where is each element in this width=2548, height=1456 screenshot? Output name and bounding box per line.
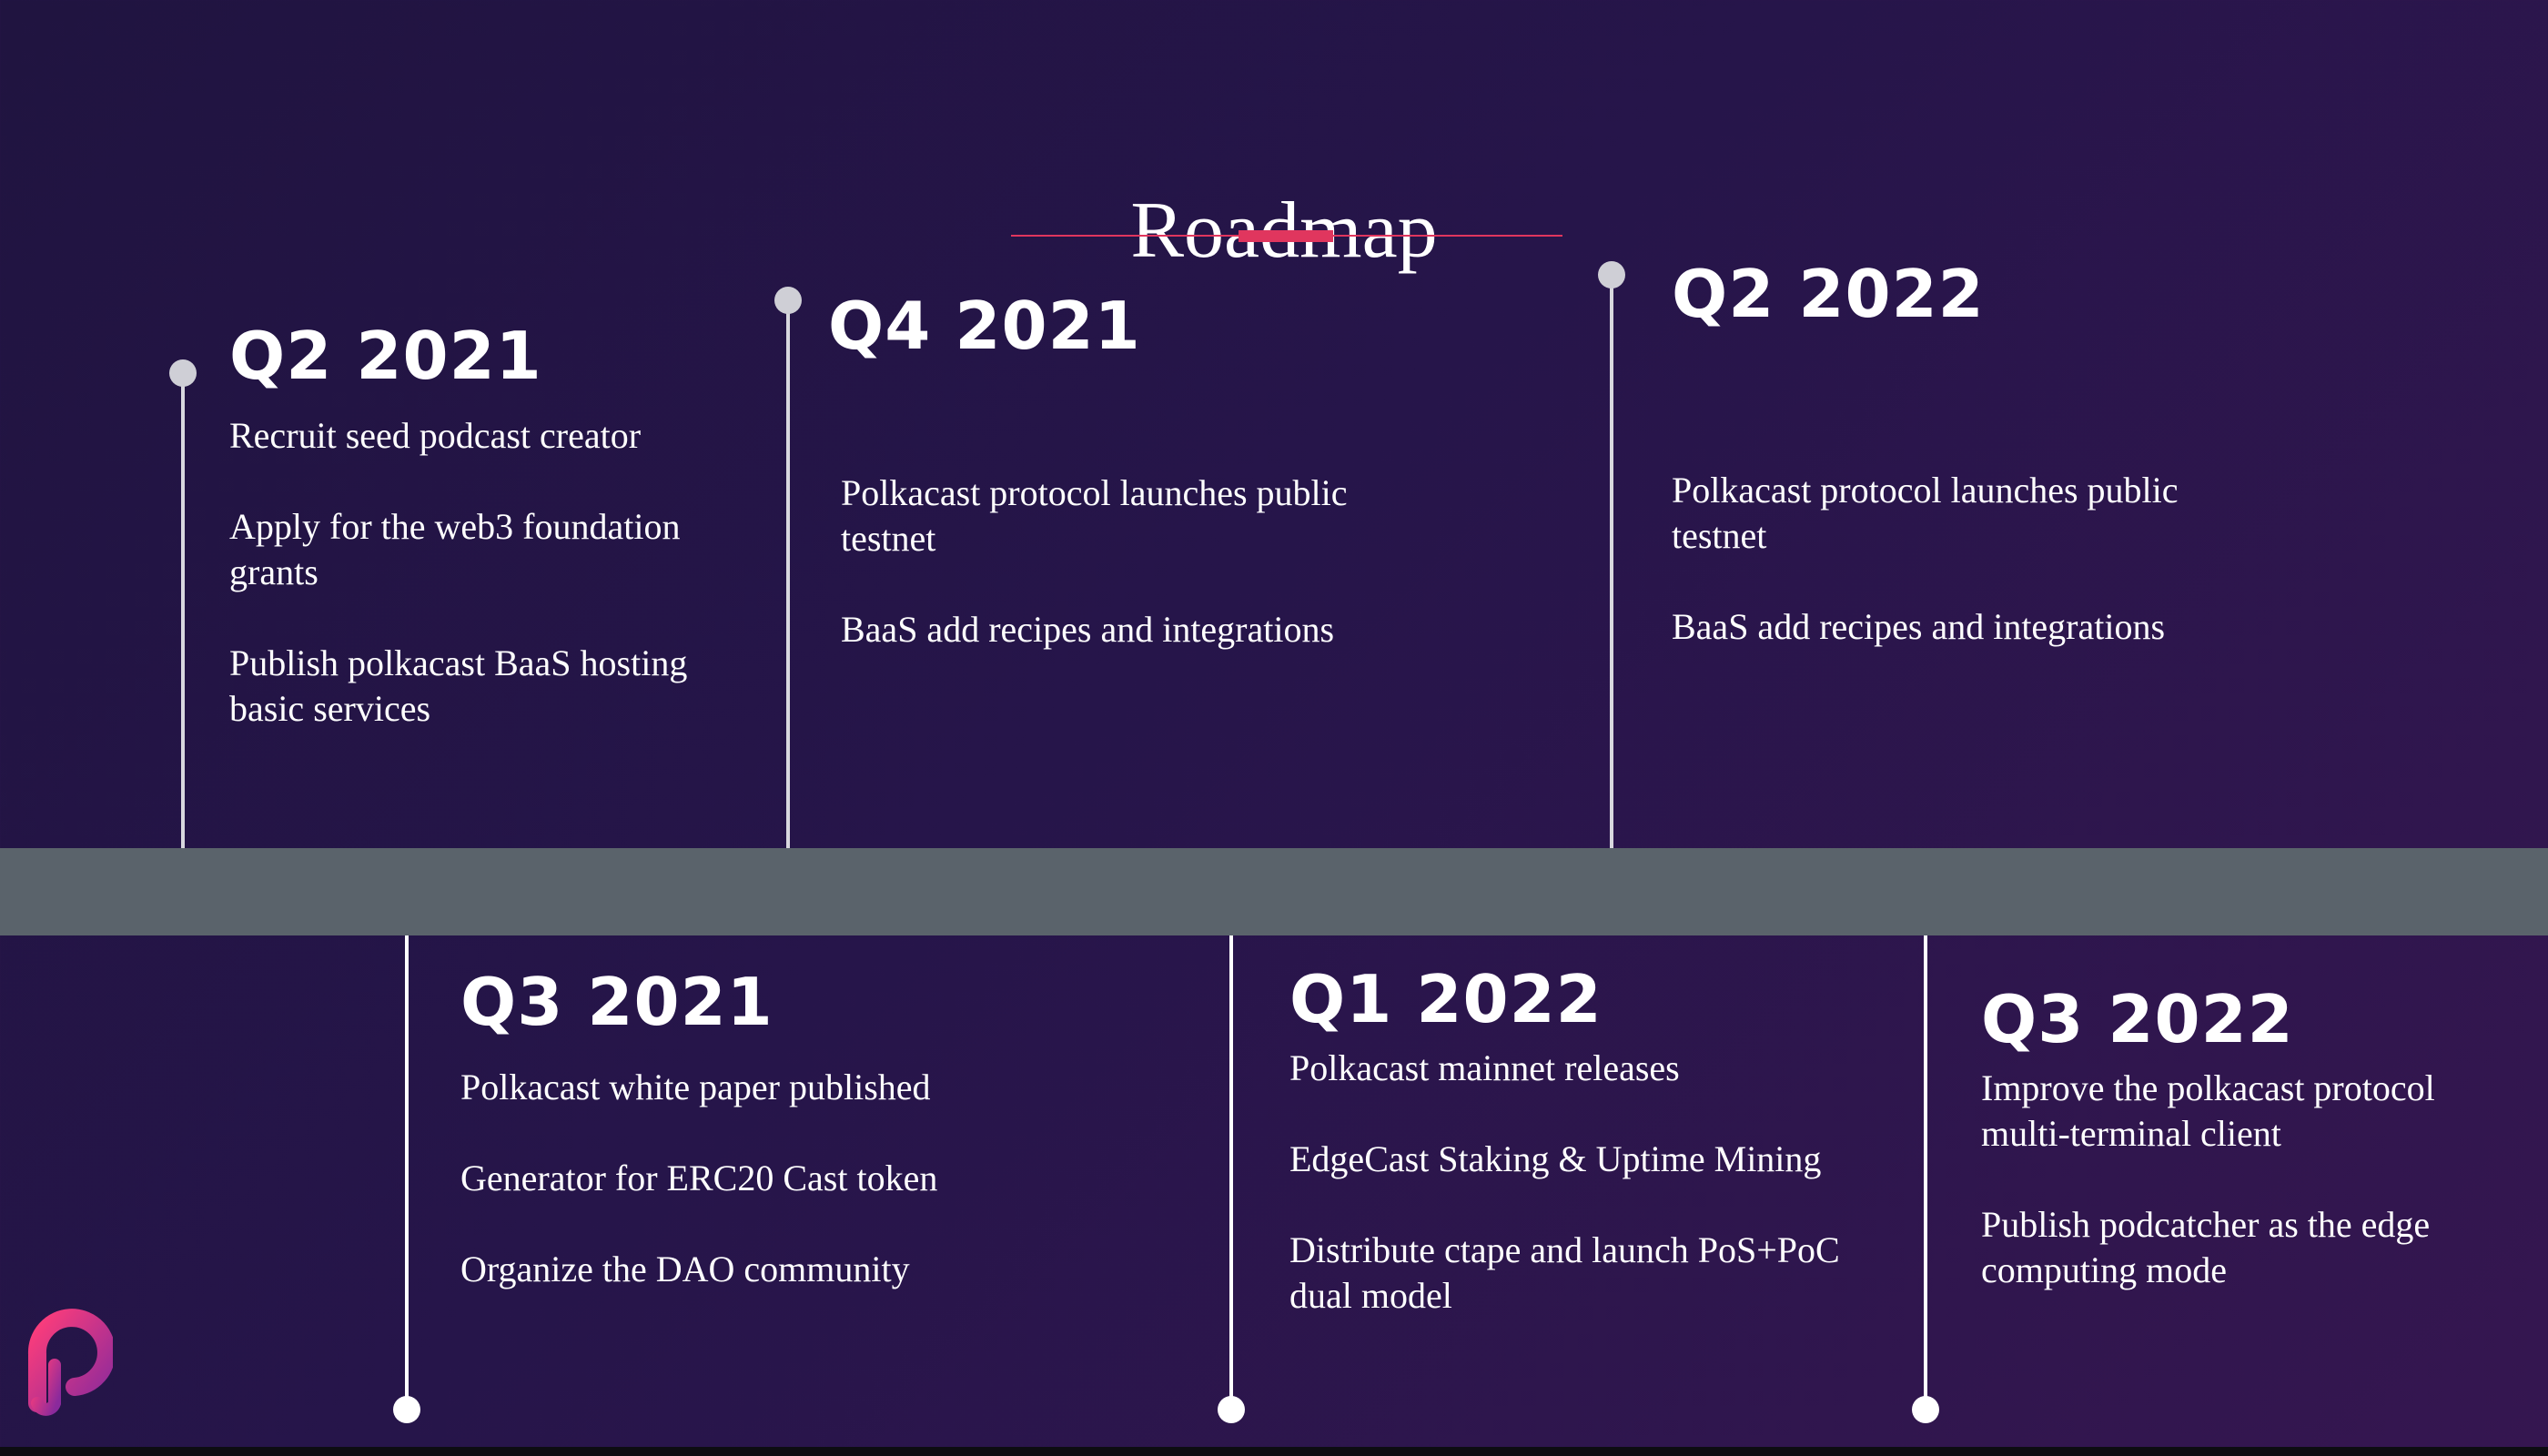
timeline-band: [0, 848, 2548, 935]
title-accent-bar: [1239, 230, 1333, 242]
milestone-card-q3-2022: Q3 2022 Improve the polkacast protocol m…: [1981, 980, 2527, 1293]
milestone-item: BaaS add recipes and integrations: [1672, 606, 2166, 647]
milestone-stem-q2-2021: [181, 373, 185, 848]
milestone-item: Recruit seed podcast creator: [229, 415, 642, 456]
milestone-stem-q1-2022: [1229, 935, 1233, 1409]
milestone-item: Polkacast protocol launches public testn…: [1672, 470, 2179, 556]
milestone-quarter: Q3 2021: [460, 964, 774, 1040]
milestone-item: EdgeCast Staking & Uptime Mining: [1289, 1138, 1822, 1179]
milestone-card-q2-2022: Q2 2022 Polkacast protocol launches publ…: [1672, 255, 2254, 650]
polkacast-logo-icon: [11, 1301, 116, 1416]
milestone-node-q3-2021: [393, 1396, 420, 1423]
milestone-item: Distribute ctape and launch PoS+PoC dual…: [1289, 1229, 1840, 1316]
milestone-stem-q2-2022: [1610, 275, 1613, 848]
milestone-item: Improve the polkacast protocol multi-ter…: [1981, 1067, 2435, 1154]
milestone-stem-q3-2021: [405, 935, 409, 1409]
milestone-quarter: Q1 2022: [1289, 961, 1603, 1037]
milestone-card-q4-2021: Q4 2021 Polkacast protocol launches publ…: [828, 287, 1410, 652]
milestone-node-q2-2022: [1598, 261, 1625, 288]
milestone-item: Apply for the web3 foundation grants: [229, 506, 681, 592]
milestone-item: Generator for ERC20 Cast token: [460, 1158, 938, 1198]
milestone-quarter: Q2 2021: [229, 318, 542, 394]
milestone-item: BaaS add recipes and integrations: [841, 609, 1335, 650]
milestone-item: Polkacast mainnet releases: [1289, 1047, 1680, 1088]
milestone-card-q3-2021: Q3 2021 Polkacast white paper published …: [460, 963, 1079, 1292]
milestone-item: Organize the DAO community: [460, 1249, 910, 1289]
milestone-quarter: Q4 2021: [828, 288, 1141, 364]
milestone-node-q1-2022: [1218, 1396, 1245, 1423]
milestone-quarter: Q3 2022: [1981, 981, 2294, 1057]
milestone-item: Polkacast protocol launches public testn…: [841, 472, 1348, 559]
milestone-stem-q3-2022: [1924, 935, 1927, 1409]
milestone-node-q3-2022: [1912, 1396, 1939, 1423]
milestone-node-q2-2021: [169, 359, 197, 387]
milestone-card-q2-2021: Q2 2021 Recruit seed podcast creator App…: [229, 317, 703, 732]
milestone-stem-q4-2021: [786, 300, 790, 848]
milestone-card-q1-2022: Q1 2022 Polkacast mainnet releases EdgeC…: [1289, 960, 1908, 1319]
milestone-item: Polkacast white paper published: [460, 1067, 931, 1107]
bottom-border: [0, 1447, 2548, 1456]
milestone-node-q4-2021: [774, 287, 802, 314]
milestone-item: Publish podcatcher as the edge computing…: [1981, 1204, 2431, 1290]
milestone-quarter: Q2 2022: [1672, 256, 1985, 332]
milestone-item: Publish polkacast BaaS hosting basic ser…: [229, 642, 688, 729]
